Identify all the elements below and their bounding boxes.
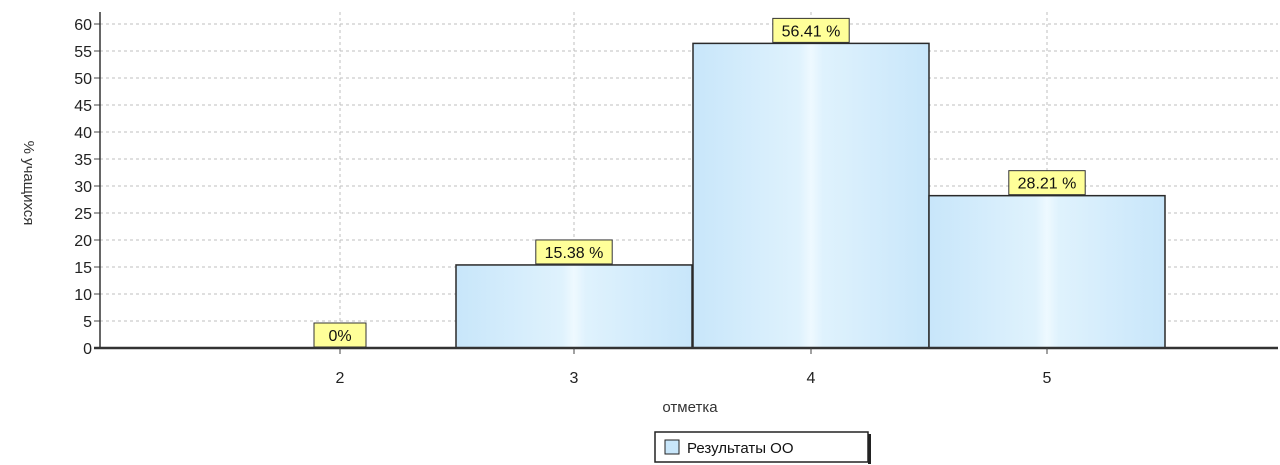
bar-5 bbox=[928, 194, 1166, 349]
legend-box bbox=[654, 431, 869, 463]
data-label-2: 0% bbox=[313, 322, 367, 348]
x-tick-label: 2 bbox=[336, 370, 345, 387]
data-label-text: 0% bbox=[328, 328, 351, 345]
y-axis-title: % учащихся bbox=[20, 141, 37, 226]
legend: Результаты ОО bbox=[654, 431, 871, 464]
y-tick-label: 30 bbox=[74, 179, 92, 196]
data-label-text: 56.41 % bbox=[782, 23, 841, 40]
bars bbox=[455, 42, 1166, 349]
y-tick-label: 5 bbox=[83, 314, 92, 331]
y-tick-label: 55 bbox=[74, 44, 92, 61]
y-tick-label: 45 bbox=[74, 98, 92, 115]
x-tick-label: 3 bbox=[570, 370, 579, 387]
y-tick-label: 10 bbox=[74, 287, 92, 304]
bar-4 bbox=[692, 42, 930, 349]
legend-swatch bbox=[664, 439, 680, 455]
y-tick-label: 20 bbox=[74, 233, 92, 250]
y-tick-label: 50 bbox=[74, 71, 92, 88]
bar-3 bbox=[455, 264, 693, 349]
y-tick-label: 15 bbox=[74, 260, 92, 277]
data-label-5: 28.21 % bbox=[1008, 170, 1086, 196]
data-label-box bbox=[772, 17, 850, 43]
y-tick-label: 0 bbox=[83, 341, 92, 358]
x-axis-title: отметка bbox=[662, 399, 718, 416]
y-tick-label: 25 bbox=[74, 206, 92, 223]
x-tick-label: 5 bbox=[1043, 370, 1052, 387]
data-label-text: 15.38 % bbox=[545, 245, 604, 262]
data-label-box bbox=[535, 239, 613, 265]
legend-label: Результаты ОО bbox=[687, 440, 794, 457]
y-tick-label: 40 bbox=[74, 125, 92, 142]
legend-shadow bbox=[868, 434, 871, 464]
data-label-text: 28.21 % bbox=[1018, 176, 1077, 193]
x-tick-label: 4 bbox=[807, 370, 816, 387]
data-label-3: 15.38 % bbox=[535, 239, 613, 265]
data-label-box bbox=[1008, 170, 1086, 196]
data-label-4: 56.41 % bbox=[772, 17, 850, 43]
y-tick-label: 60 bbox=[74, 17, 92, 34]
data-label-box bbox=[313, 322, 367, 348]
data-labels: 0% 15.38 % 56.41 % 28.21 % bbox=[313, 17, 1086, 348]
y-tick-label: 35 bbox=[74, 152, 92, 169]
